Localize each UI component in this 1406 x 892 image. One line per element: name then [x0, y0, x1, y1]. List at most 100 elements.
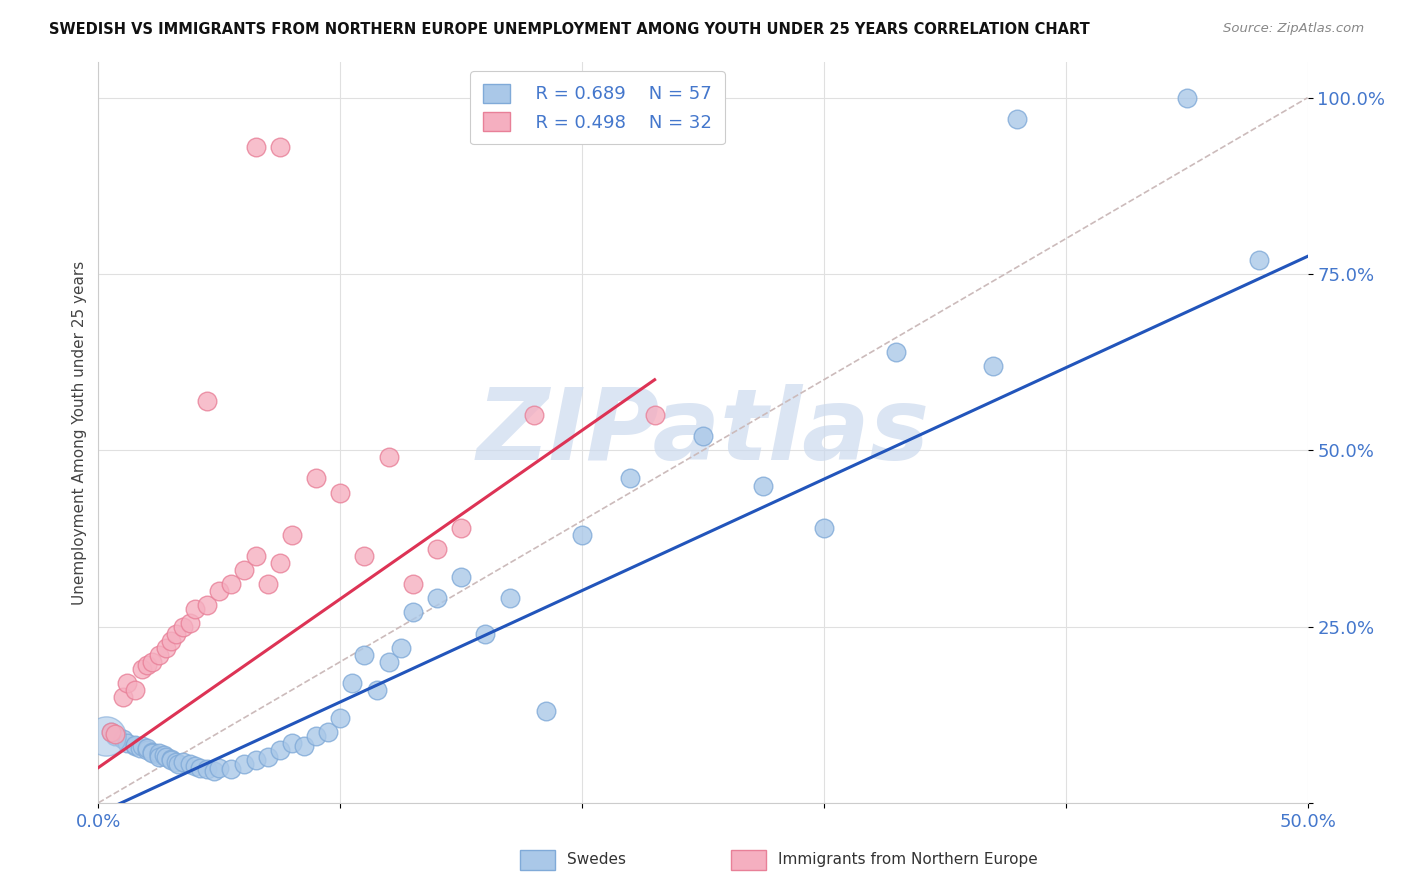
- Point: [117, 736, 139, 750]
- Point: [195, 393, 218, 408]
- Point: [128, 740, 150, 755]
- Text: Immigrants from Northern Europe: Immigrants from Northern Europe: [778, 853, 1038, 867]
- Text: Swedes: Swedes: [567, 853, 626, 867]
- Point: [981, 359, 1004, 373]
- Point: [450, 521, 472, 535]
- Point: [104, 729, 127, 743]
- Point: [208, 584, 231, 599]
- Point: [155, 750, 177, 764]
- Point: [148, 750, 170, 764]
- Point: [111, 690, 134, 704]
- Point: [886, 344, 908, 359]
- Point: [141, 747, 163, 761]
- Point: [184, 759, 207, 773]
- Point: [269, 743, 291, 757]
- Point: [131, 662, 153, 676]
- Point: [245, 549, 267, 563]
- Point: [124, 739, 146, 754]
- Point: [155, 640, 177, 655]
- Point: [426, 591, 449, 606]
- Point: [172, 619, 194, 633]
- Point: [752, 478, 775, 492]
- Point: [571, 528, 593, 542]
- Point: [269, 556, 291, 570]
- Point: [135, 658, 157, 673]
- Point: [1249, 252, 1271, 267]
- Point: [474, 626, 496, 640]
- Point: [152, 747, 174, 762]
- Point: [353, 648, 375, 662]
- Point: [124, 683, 146, 698]
- Point: [172, 755, 194, 769]
- Point: [195, 762, 218, 776]
- Point: [117, 676, 139, 690]
- Point: [426, 541, 449, 556]
- Point: [204, 764, 226, 778]
- Point: [1175, 91, 1198, 105]
- Point: [135, 743, 157, 757]
- Point: [269, 140, 291, 154]
- Point: [342, 676, 364, 690]
- Point: [179, 615, 201, 630]
- Point: [498, 591, 520, 606]
- Y-axis label: Unemployment Among Youth under 25 years: Unemployment Among Youth under 25 years: [72, 260, 87, 605]
- Point: [184, 602, 207, 616]
- Point: [179, 757, 201, 772]
- Point: [305, 729, 328, 743]
- Point: [619, 471, 641, 485]
- Point: [100, 725, 122, 739]
- Point: [245, 754, 267, 768]
- Point: [148, 747, 170, 761]
- Point: [208, 760, 231, 774]
- Text: ZIPatlas: ZIPatlas: [477, 384, 929, 481]
- Point: [165, 626, 187, 640]
- Point: [141, 655, 163, 669]
- Point: [523, 408, 546, 422]
- Point: [402, 577, 425, 591]
- Point: [141, 745, 163, 759]
- Point: [692, 429, 714, 443]
- Point: [104, 727, 127, 741]
- Point: [292, 739, 315, 754]
- Point: [1007, 112, 1029, 126]
- Point: [256, 577, 278, 591]
- Point: [329, 711, 352, 725]
- Point: [389, 640, 412, 655]
- Point: [366, 683, 388, 698]
- Point: [377, 655, 399, 669]
- Point: [534, 704, 557, 718]
- Point: [160, 633, 183, 648]
- Point: [377, 450, 399, 465]
- Point: [148, 747, 170, 762]
- Legend:   R = 0.689    N = 57,   R = 0.498    N = 32: R = 0.689 N = 57, R = 0.498 N = 32: [470, 71, 725, 145]
- Point: [165, 755, 187, 769]
- Point: [232, 757, 254, 772]
- Point: [111, 732, 134, 747]
- Point: [160, 752, 183, 766]
- Point: [256, 750, 278, 764]
- Point: [281, 528, 304, 542]
- Point: [644, 408, 666, 422]
- Point: [329, 485, 352, 500]
- Point: [188, 760, 211, 774]
- Point: [813, 521, 835, 535]
- Point: [100, 725, 122, 739]
- Point: [148, 648, 170, 662]
- Point: [232, 563, 254, 577]
- Point: [195, 599, 218, 613]
- Point: [305, 471, 328, 485]
- Point: [160, 754, 183, 768]
- Point: [353, 549, 375, 563]
- Point: [135, 740, 157, 755]
- Point: [245, 140, 267, 154]
- Point: [167, 757, 190, 772]
- Point: [221, 577, 243, 591]
- Text: Source: ZipAtlas.com: Source: ZipAtlas.com: [1223, 22, 1364, 36]
- Point: [450, 570, 472, 584]
- Point: [94, 729, 117, 743]
- Text: SWEDISH VS IMMIGRANTS FROM NORTHERN EUROPE UNEMPLOYMENT AMONG YOUTH UNDER 25 YEA: SWEDISH VS IMMIGRANTS FROM NORTHERN EURO…: [49, 22, 1090, 37]
- Point: [221, 762, 243, 776]
- Point: [402, 606, 425, 620]
- Point: [124, 738, 146, 752]
- Point: [316, 725, 339, 739]
